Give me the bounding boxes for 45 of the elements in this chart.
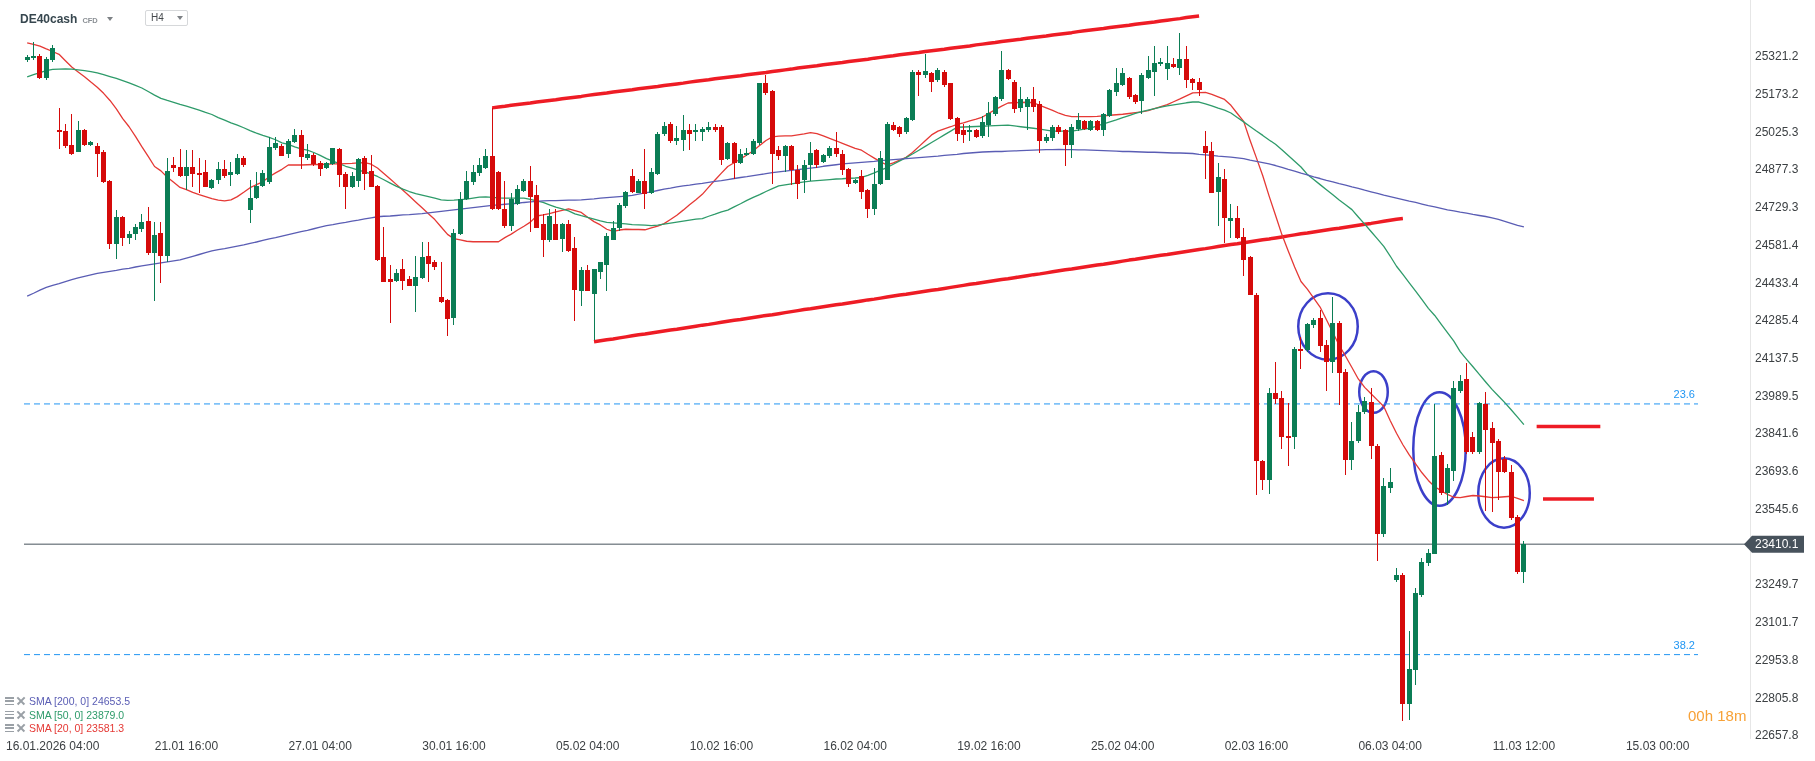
dropdown-field: H4 [145,10,188,26]
y-tick-label: 23101.7 [1755,615,1799,630]
candlestick [1228,204,1233,238]
x-tick-label: 05.02 04:00 [555,738,620,753]
y-tick-label: 23841.6 [1755,426,1799,441]
x-tick-label: 10.02 16:00 [689,738,754,753]
x-tick-label: 11.03 12:00 [1492,738,1556,753]
y-tick-label: 24137.5 [1755,350,1799,365]
candlestick [388,265,393,323]
y-tick-label: 23249.7 [1755,577,1799,592]
annotation: H4 [151,12,164,23]
text: SMA [200, 0] 24653.5 [29,695,130,708]
x-tick-label: 25.02 04:00 [1090,738,1155,753]
x-tick-label: 16.02 04:00 [823,738,888,753]
y-tick-label: 24285.4 [1755,313,1799,328]
ref-line-label: 23410.1 [1755,536,1799,551]
y-tick-label: 24581.4 [1755,237,1799,252]
x-tick-label: 16.01.2026 04:00 [5,738,100,753]
x-tick-label: 27.01 04:00 [288,738,353,753]
y-tick-label: 22805.8 [1755,690,1799,705]
y-tick-label: 22657.8 [1755,728,1799,743]
y-tick-label: 23693.6 [1755,464,1799,479]
x-tick-label: 02.03 16:00 [1224,738,1289,753]
x-tick-label: 30.01 16:00 [422,738,486,753]
text: SMA [20, 0] 23581.3 [29,722,125,735]
y-tick-label: 24877.3 [1755,162,1799,177]
candlestick [1298,337,1303,369]
candlestick [1286,403,1291,466]
annotation: 00h 18m [1688,707,1747,724]
y-tick-label: 23989.5 [1755,388,1799,403]
annotation: 38.2 [1673,639,1695,652]
y-tick-label: 23545.6 [1755,501,1799,516]
x-tick-label: 15.03 00:00 [1625,738,1690,753]
x-tick-label: 06.03 04:00 [1358,738,1423,753]
annotation: 23.6 [1673,388,1695,401]
y-tick-label: 25173.2 [1755,86,1799,101]
text: DE40cash [20,12,78,26]
y-tick-label: 25321.2 [1755,49,1799,64]
x-tick-label: 19.02 16:00 [957,738,1021,753]
y-tick-label: 25025.3 [1755,124,1799,139]
y-tick-label: 22953.8 [1755,652,1799,667]
y-tick-label: 24729.3 [1755,200,1799,215]
text: SMA [50, 0] 23879.0 [29,708,125,721]
y-tick-label: 24433.4 [1755,275,1799,290]
x-tick-label: 21.01 16:00 [154,738,219,753]
